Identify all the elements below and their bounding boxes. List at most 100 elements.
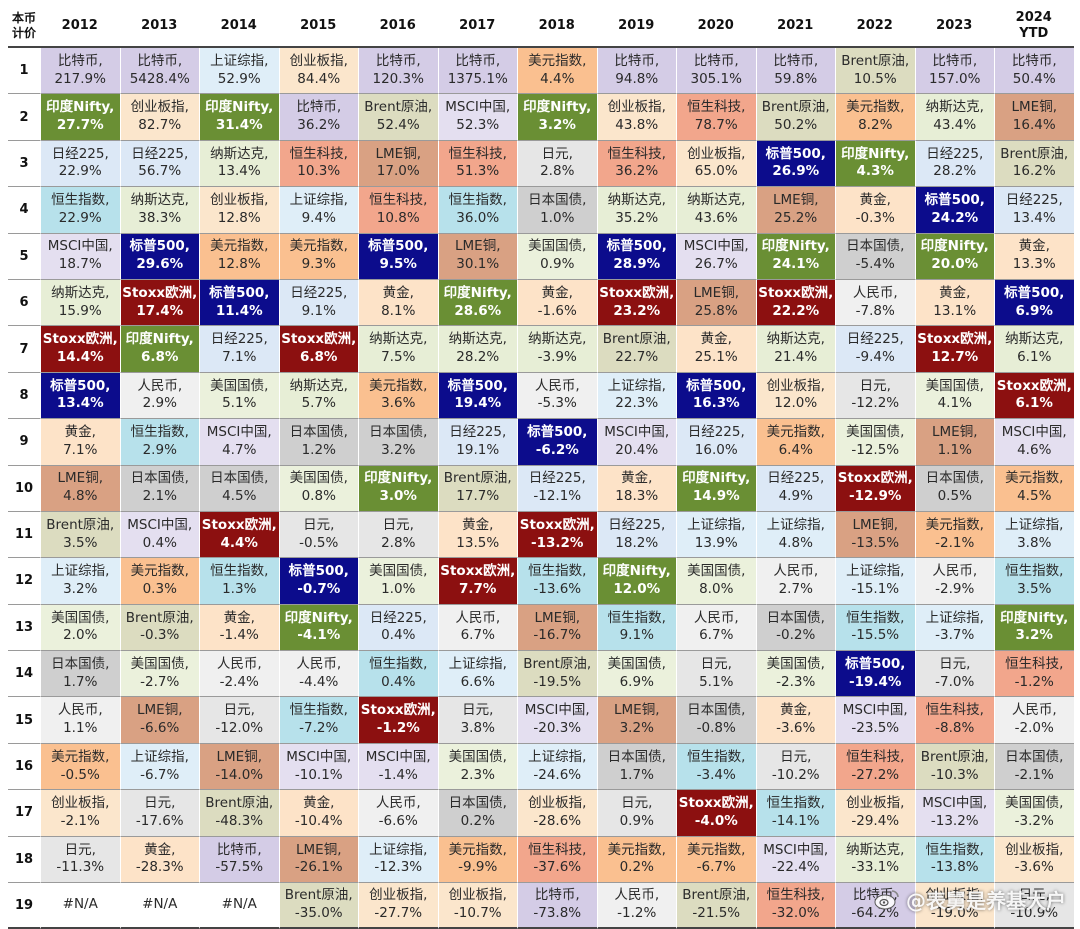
asset-name: 上证综指, [289, 192, 348, 209]
return-value: -1.2% [1014, 673, 1054, 690]
table-cell: 人民币, -2.9% [914, 558, 994, 605]
return-value: 18.7% [58, 256, 102, 273]
table-cell: 日经225, 13.4% [994, 187, 1074, 234]
table-cell: 黄金, -3.6% [755, 697, 835, 744]
table-cell: Brent原油, -48.3% [199, 790, 279, 837]
table-cell: 日本国债, -0.2% [755, 604, 835, 652]
return-value: 17.0% [376, 163, 420, 180]
rank-label: 2 [8, 94, 40, 141]
table-cell: LME铜, 16.4% [994, 94, 1074, 141]
table-cell: 日本国债, 2.1% [119, 465, 199, 512]
table-cell: 日经225, 0.4% [358, 604, 438, 652]
return-value: -10.9% [1010, 905, 1059, 922]
return-value: 4.4% [540, 70, 575, 87]
table-cell: 美国国债, 1.0% [358, 558, 438, 605]
rank-label: 17 [8, 790, 40, 837]
table-cell: 人民币, -1.2% [596, 883, 676, 929]
asset-name: 美国国债, [925, 377, 984, 394]
table-cell: 上证综指, 13.9% [676, 511, 756, 559]
return-value: 8.0% [699, 580, 734, 597]
asset-name: 日元, [223, 702, 255, 719]
asset-name: 恒生科技, [687, 99, 746, 116]
return-value: 51.3% [456, 163, 500, 180]
return-value: 3.0% [379, 488, 417, 505]
return-value: -13.8% [930, 859, 979, 876]
table-cell: MSCI中国, 26.7% [676, 233, 756, 280]
return-value: -4.1% [297, 627, 341, 644]
return-value: 157.0% [929, 70, 981, 87]
asset-name: 日经225, [210, 331, 268, 348]
asset-name: 日元, [303, 516, 335, 533]
asset-name: Brent原油, [284, 887, 353, 904]
return-value: 28.6% [454, 302, 502, 319]
return-value: 5428.4% [129, 70, 190, 87]
column-header: 2020 [676, 6, 756, 48]
column-header: 2024 YTD [994, 6, 1074, 48]
return-value: -12.0% [215, 720, 264, 737]
table-cell: 黄金, 13.5% [437, 511, 517, 559]
return-value: 10.8% [376, 209, 420, 226]
return-value: 5.7% [301, 395, 336, 412]
table-cell: 标普500, -6.2% [517, 419, 597, 466]
table-cell: 美元指数, 6.4% [755, 419, 835, 466]
table-cell: 比特币, 59.8% [755, 48, 835, 95]
table-cell: 美元指数, -6.7% [676, 836, 756, 884]
return-value: -12.2% [851, 395, 900, 412]
table-cell: 日元, -17.6% [119, 790, 199, 837]
return-value: -9.4% [855, 349, 895, 366]
table-cell: 美国国债, 2.0% [40, 604, 120, 652]
table-cell: 人民币, -2.4% [199, 651, 279, 698]
return-value: 4.8% [63, 488, 98, 505]
return-value: 5.1% [222, 395, 257, 412]
return-value: -15.5% [851, 627, 900, 644]
asset-name: 黄金, [541, 284, 573, 301]
asset-name: 纳斯达克, [846, 841, 905, 858]
asset-name: Stoxx欧洲, [122, 284, 198, 301]
asset-name: 美元指数, [51, 748, 110, 765]
return-value: 1.2% [301, 441, 336, 458]
return-value: -17.6% [135, 812, 184, 829]
asset-name: 美国国债, [448, 748, 507, 765]
asset-name: 比特币, [137, 52, 183, 69]
asset-name: 恒生科技, [289, 145, 348, 162]
return-value: 9.4% [301, 209, 336, 226]
asset-name: 黄金, [939, 284, 971, 301]
return-value: 9.3% [301, 256, 336, 273]
asset-name: LME铜, [693, 284, 740, 301]
asset-name: 日经225, [131, 145, 189, 162]
table-cell: 创业板指, 12.0% [755, 372, 835, 420]
return-value: 25.2% [774, 209, 818, 226]
rank-label: 15 [8, 697, 40, 744]
asset-name: MSCI中国, [922, 795, 988, 812]
asset-name: Brent原油, [602, 331, 671, 348]
return-value: 4.7% [222, 441, 257, 458]
return-value: 0.5% [937, 488, 972, 505]
table-cell: 标普500, 26.9% [755, 140, 835, 188]
return-value: -3.4% [696, 766, 736, 783]
asset-name: 恒生指数, [528, 563, 587, 580]
table-cell: 日元, -10.9% [994, 883, 1074, 929]
return-value: 16.2% [1012, 163, 1056, 180]
table-cell: 印度Nifty, 3.0% [358, 465, 438, 512]
return-value: 25.1% [694, 349, 738, 366]
asset-name: 标普500, [129, 238, 190, 255]
table-cell: #N/A [40, 883, 120, 929]
table-cell: 人民币, -4.4% [278, 651, 358, 698]
return-value: -2.7% [140, 673, 180, 690]
return-value: -21.5% [692, 905, 741, 922]
table-cell: 日本国债, 0.5% [914, 465, 994, 512]
return-value: -29.4% [851, 812, 900, 829]
table-cell: 美元指数, 0.2% [596, 836, 676, 884]
table-cell: 标普500, 9.5% [358, 233, 438, 280]
table-cell: Brent原油, 17.7% [437, 465, 517, 512]
asset-name: MSCI中国, [524, 702, 590, 719]
table-cell: 创业板指, 65.0% [676, 140, 756, 188]
asset-name: Brent原油, [761, 99, 830, 116]
return-value: 23.2% [613, 302, 661, 319]
table-cell: MSCI中国, -13.2% [914, 790, 994, 837]
return-value: 78.7% [694, 117, 738, 134]
table-cell: MSCI中国, 20.4% [596, 419, 676, 466]
table-cell: 恒生科技, -1.2% [994, 651, 1074, 698]
asset-name: 上证综指, [448, 655, 507, 672]
column-header: 2016 [358, 6, 438, 48]
